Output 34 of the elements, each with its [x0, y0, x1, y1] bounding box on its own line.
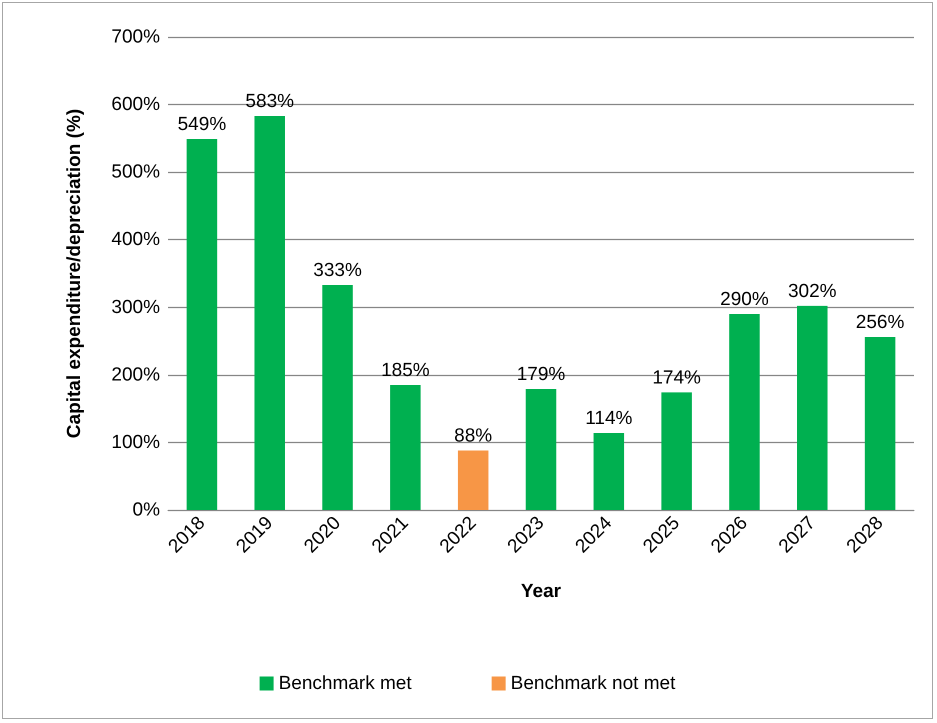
data-label: 114%: [585, 408, 633, 429]
y-tick-label: 200%: [111, 364, 160, 386]
data-label: 302%: [788, 280, 837, 302]
data-label: 88%: [454, 426, 492, 447]
bar: [390, 384, 421, 510]
data-label: 290%: [720, 289, 769, 310]
y-tick-label: 300%: [111, 296, 160, 318]
y-tick-label: 700%: [111, 26, 160, 48]
data-label: 549%: [178, 114, 226, 136]
bar: [526, 389, 556, 510]
data-label: 333%: [313, 260, 362, 281]
data-label: 174%: [652, 367, 702, 388]
data-label: 185%: [381, 360, 430, 381]
legend-label: Benchmark not met: [510, 673, 676, 694]
bar: [729, 314, 760, 510]
bar: [458, 450, 488, 510]
y-axis-title: Capital expenditure/depreciation (%): [64, 108, 85, 438]
y-tick-label: 400%: [111, 229, 160, 250]
y-tick-label: 600%: [111, 94, 160, 116]
bar: [797, 306, 828, 510]
bar: [186, 139, 218, 510]
y-tick-label: 100%: [111, 432, 160, 453]
bar: [254, 116, 285, 510]
y-tick-label: 0%: [132, 500, 160, 520]
y-tick-label: 500%: [111, 162, 160, 183]
x-axis-title: Year: [520, 581, 562, 602]
data-label: 179%: [516, 364, 566, 386]
legend-label: Benchmark met: [278, 673, 412, 694]
bar: [661, 392, 692, 510]
data-label: 256%: [856, 312, 904, 334]
bar: [864, 337, 896, 510]
bar: [322, 284, 353, 510]
data-label: 583%: [245, 91, 294, 112]
bar: [594, 432, 624, 510]
